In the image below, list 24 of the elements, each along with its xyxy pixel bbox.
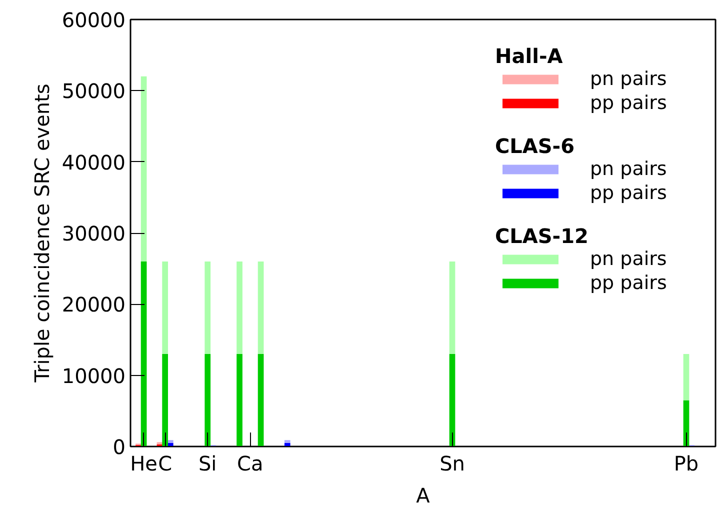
x-tick-label: Si: [198, 452, 217, 476]
annotation: CLAS-12: [495, 224, 590, 248]
x-tick-label: Pb: [674, 452, 699, 476]
x-tick-label: Ca: [237, 452, 264, 476]
legend-label: pp pairs: [590, 182, 667, 204]
x-tick-label: He: [130, 452, 158, 476]
legend-label: pp pairs: [590, 272, 667, 294]
y-tick-label: 0: [112, 435, 126, 459]
y-tick-label: 10000: [62, 364, 126, 388]
x-tick-label: C: [158, 452, 172, 476]
annotation: Hall-A: [495, 44, 564, 68]
annotation: CLAS-6: [495, 134, 576, 158]
x-tick-label: Sn: [440, 452, 465, 476]
y-tick-label: 50000: [62, 79, 126, 104]
legend-label: pn pairs: [590, 248, 667, 270]
y-tick-label: 60000: [62, 8, 126, 32]
legend-label: pn pairs: [590, 68, 667, 90]
y-tick-label: 20000: [62, 292, 126, 317]
legend-label: pn pairs: [590, 158, 667, 180]
x-axis-title: A: [416, 484, 430, 508]
y-axis-title: Triple coincidence SRC events: [30, 84, 54, 384]
y-tick-label: 40000: [62, 150, 126, 174]
y-tick-label: 30000: [62, 222, 126, 246]
legend-label: pp pairs: [590, 92, 667, 114]
